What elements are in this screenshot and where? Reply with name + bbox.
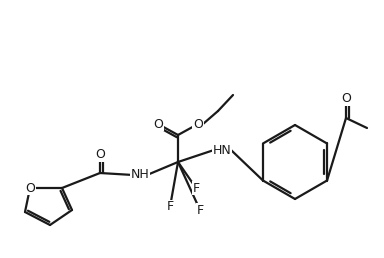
Text: F: F [166, 200, 174, 214]
Text: O: O [153, 117, 163, 131]
Text: O: O [193, 117, 203, 131]
Text: O: O [25, 181, 35, 195]
Text: HN: HN [213, 143, 232, 157]
Text: O: O [95, 149, 105, 162]
Text: NH: NH [131, 168, 149, 181]
Text: O: O [341, 93, 351, 106]
Text: F: F [197, 204, 204, 216]
Text: F: F [192, 181, 200, 195]
